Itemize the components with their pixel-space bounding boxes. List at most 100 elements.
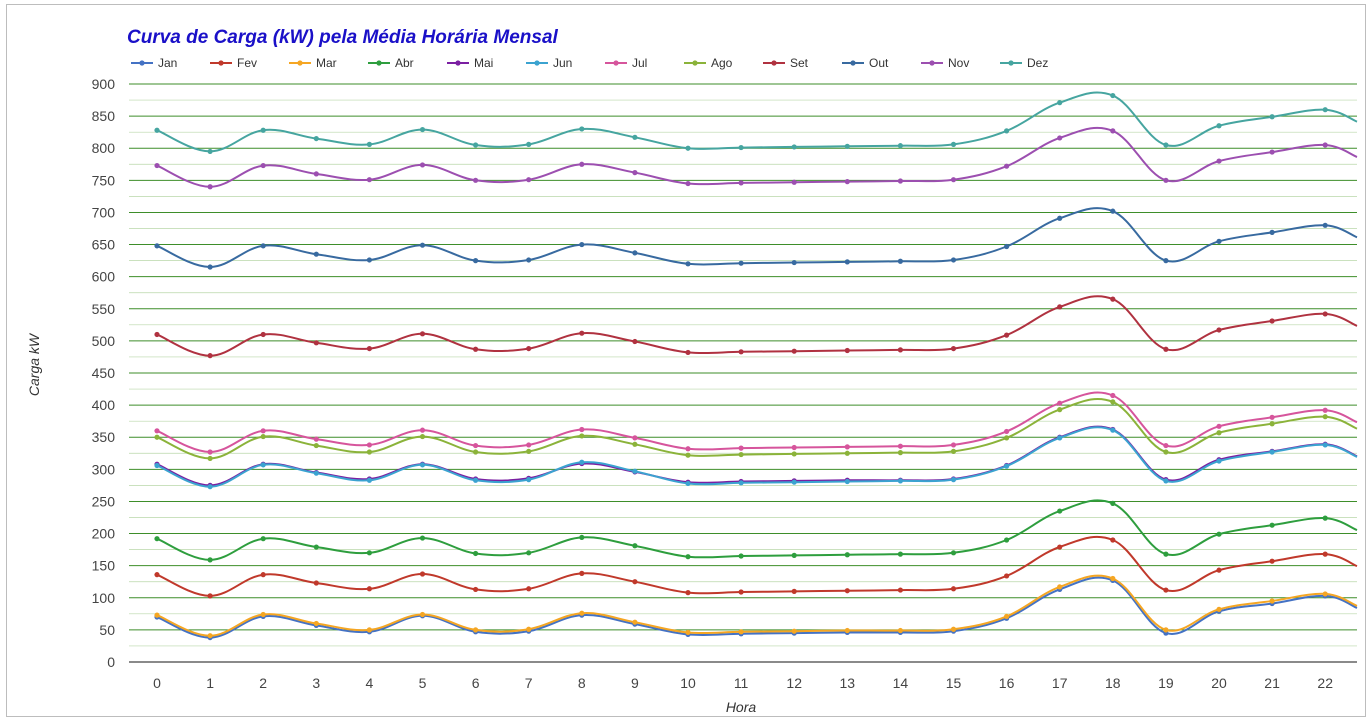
point-dez-2 [260, 127, 266, 133]
point-jul-12 [791, 444, 797, 451]
point-fev-5 [419, 571, 426, 577]
point-mar-0 [154, 612, 160, 618]
point-set-20 [1216, 327, 1222, 333]
point-jun-15 [950, 477, 957, 483]
chart-title: Curva de Carga (kW) pela Média Horária M… [127, 27, 559, 48]
point-dez-7 [526, 141, 532, 147]
legend-label-dez: Dez [1027, 56, 1048, 70]
y-tick-label: 450 [92, 365, 116, 381]
point-nov-21 [1269, 149, 1275, 155]
point-jun-21 [1269, 449, 1275, 455]
point-out-0 [154, 243, 160, 249]
point-ago-13 [844, 450, 850, 456]
point-jun-3 [313, 470, 319, 476]
series-ago [154, 397, 1358, 462]
point-ago-8 [579, 433, 585, 439]
point-set-14 [897, 347, 904, 353]
point-jul-0 [154, 428, 160, 434]
point-set-21 [1269, 318, 1275, 324]
point-ago-7 [526, 448, 532, 454]
chart-frame: 0 50 100 150 200 250 300 350 400 450 500 550 600 650 7… [6, 4, 1366, 717]
point-out-6 [473, 258, 479, 264]
point-jul-4 [366, 442, 372, 448]
x-tick-label: 4 [366, 675, 374, 691]
point-abr-15 [950, 550, 957, 556]
point-nov-18 [1110, 128, 1116, 134]
point-ago-22 [1322, 414, 1328, 420]
point-nov-20 [1216, 158, 1222, 164]
point-ago-9 [632, 441, 638, 447]
point-abr-5 [419, 535, 426, 541]
point-set-9 [632, 338, 638, 345]
series-jul [154, 391, 1358, 455]
point-abr-20 [1216, 531, 1222, 537]
y-tick-label: 350 [92, 429, 116, 445]
point-ago-21 [1269, 421, 1275, 427]
point-jun-19 [1163, 478, 1169, 484]
x-tick-label: 15 [946, 675, 962, 691]
point-abr-6 [473, 550, 479, 557]
series-jun [154, 426, 1358, 490]
series-set [154, 295, 1358, 359]
legend: Jan Fev Mar Abr Mai Jun Jul Ago Set Out Nov Dez [131, 56, 1048, 70]
point-out-14 [897, 258, 904, 264]
legend-item-ago: Ago [684, 56, 733, 70]
point-abr-8 [579, 534, 585, 541]
legend-item-mar: Mar [289, 56, 337, 70]
series-fev [154, 535, 1358, 599]
y-tick-label: 550 [92, 301, 116, 317]
point-out-3 [313, 251, 319, 257]
point-ago-20 [1216, 430, 1222, 436]
point-abr-7 [526, 550, 532, 556]
point-fev-9 [632, 579, 638, 585]
series-line-jul [156, 391, 1358, 454]
legend-label-nov: Nov [948, 56, 969, 70]
point-abr-17 [1057, 508, 1063, 514]
point-abr-3 [313, 544, 319, 550]
series-nov [154, 126, 1358, 190]
point-out-10 [685, 261, 691, 267]
x-tick-label: 17 [1052, 675, 1068, 691]
point-set-12 [791, 348, 797, 354]
point-set-4 [366, 345, 372, 352]
point-fev-22 [1322, 551, 1328, 557]
legend-label-jun: Jun [553, 56, 572, 70]
legend-marker-set [771, 60, 777, 66]
point-jul-6 [473, 442, 479, 449]
point-dez-18 [1110, 92, 1116, 99]
point-abr-12 [791, 552, 797, 558]
point-jun-2 [260, 462, 266, 468]
point-dez-5 [419, 126, 426, 133]
point-jun-11 [738, 480, 744, 486]
point-mar-21 [1269, 598, 1275, 604]
point-jul-8 [579, 426, 585, 433]
point-set-19 [1163, 346, 1169, 352]
point-abr-11 [738, 553, 744, 559]
legend-marker-nov [929, 60, 935, 66]
point-set-15 [950, 345, 957, 352]
legend-label-mai: Mai [474, 56, 493, 70]
point-out-13 [844, 259, 850, 265]
point-dez-8 [579, 126, 585, 132]
point-mar-17 [1057, 584, 1063, 590]
point-jul-11 [738, 445, 744, 451]
point-jun-8 [579, 459, 585, 465]
point-nov-6 [473, 177, 479, 183]
y-tick-label: 650 [92, 237, 116, 253]
point-jun-0 [154, 462, 160, 469]
x-tick-label: 13 [840, 675, 856, 691]
point-jul-18 [1110, 392, 1116, 399]
point-nov-12 [791, 179, 797, 185]
point-mar-1 [207, 633, 213, 639]
point-nov-1 [207, 184, 213, 190]
point-fev-6 [473, 586, 479, 593]
point-jul-10 [685, 446, 691, 452]
point-jul-16 [1004, 428, 1010, 435]
point-jul-1 [207, 449, 213, 455]
legend-label-out: Out [869, 56, 889, 70]
point-nov-15 [950, 177, 957, 183]
point-ago-16 [1004, 435, 1010, 441]
point-fev-13 [844, 588, 850, 594]
point-out-15 [950, 257, 957, 263]
point-fev-7 [526, 586, 532, 592]
